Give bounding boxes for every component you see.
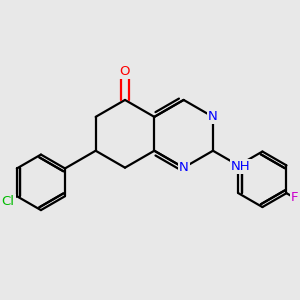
Text: NH: NH xyxy=(231,160,250,173)
Text: N: N xyxy=(208,110,218,123)
Text: F: F xyxy=(291,191,298,204)
Text: O: O xyxy=(120,65,130,78)
Text: Cl: Cl xyxy=(2,195,14,208)
Text: N: N xyxy=(179,161,188,174)
